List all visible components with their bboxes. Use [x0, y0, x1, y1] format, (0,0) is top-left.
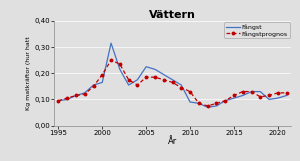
Fångstprognos	[188, 91, 192, 93]
Fångst	[57, 100, 60, 102]
Fångstprognos	[285, 92, 288, 94]
Fångstprognos	[206, 105, 209, 107]
Fångst	[136, 79, 139, 81]
Line: Fångstprognos: Fångstprognos	[57, 59, 288, 107]
Fångstprognos	[214, 102, 218, 104]
Fångst	[92, 84, 95, 86]
Fångst	[179, 84, 183, 86]
Fångst	[250, 91, 253, 93]
Fångstprognos	[74, 95, 78, 96]
Fångstprognos	[250, 91, 253, 93]
Fångst	[127, 84, 130, 86]
Fångstprognos	[153, 76, 157, 78]
Fångst	[153, 68, 157, 70]
Fångst	[197, 102, 201, 104]
Fångstprognos	[259, 96, 262, 98]
Fångstprognos	[144, 76, 148, 78]
Fångst	[118, 68, 122, 70]
Fångstprognos	[109, 59, 113, 61]
Fångstprognos	[276, 92, 280, 94]
Fångstprognos	[92, 85, 95, 87]
Fångstprognos	[197, 102, 201, 104]
Fångstprognos	[118, 63, 122, 65]
Fångst	[100, 81, 104, 83]
Fångst	[162, 74, 166, 76]
Y-axis label: Kg matkräftor (hur hatt: Kg matkräftor (hur hatt	[26, 36, 31, 110]
Fångstprognos	[65, 97, 69, 99]
Fångst	[74, 95, 78, 96]
Fångst	[259, 91, 262, 93]
Fångst	[206, 106, 209, 108]
Fångstprognos	[171, 81, 174, 83]
Fångstprognos	[83, 93, 86, 95]
Fångst	[241, 95, 244, 96]
Fångstprognos	[136, 84, 139, 86]
Fångstprognos	[179, 87, 183, 89]
Fångstprognos	[127, 79, 130, 81]
Fångstprognos	[162, 79, 166, 81]
X-axis label: År: År	[168, 137, 177, 146]
Fångst	[109, 42, 113, 44]
Fångst	[276, 97, 280, 99]
Fångst	[188, 101, 192, 103]
Legend: Fångst, Fångstprognos: Fångst, Fångstprognos	[224, 22, 290, 38]
Title: Vättern: Vättern	[149, 10, 196, 20]
Fångst	[65, 99, 69, 100]
Fångstprognos	[267, 95, 271, 96]
Fångstprognos	[224, 100, 227, 102]
Fångst	[267, 99, 271, 100]
Fångst	[285, 95, 288, 96]
Fångst	[224, 100, 227, 102]
Fångstprognos	[100, 74, 104, 76]
Fångst	[171, 79, 174, 81]
Fångst	[144, 66, 148, 68]
Line: Fångst: Fångst	[58, 43, 286, 107]
Fångstprognos	[57, 100, 60, 102]
Fångstprognos	[241, 91, 244, 93]
Fångst	[83, 92, 86, 94]
Fångst	[214, 105, 218, 107]
Fångstprognos	[232, 95, 236, 96]
Fångst	[232, 97, 236, 99]
